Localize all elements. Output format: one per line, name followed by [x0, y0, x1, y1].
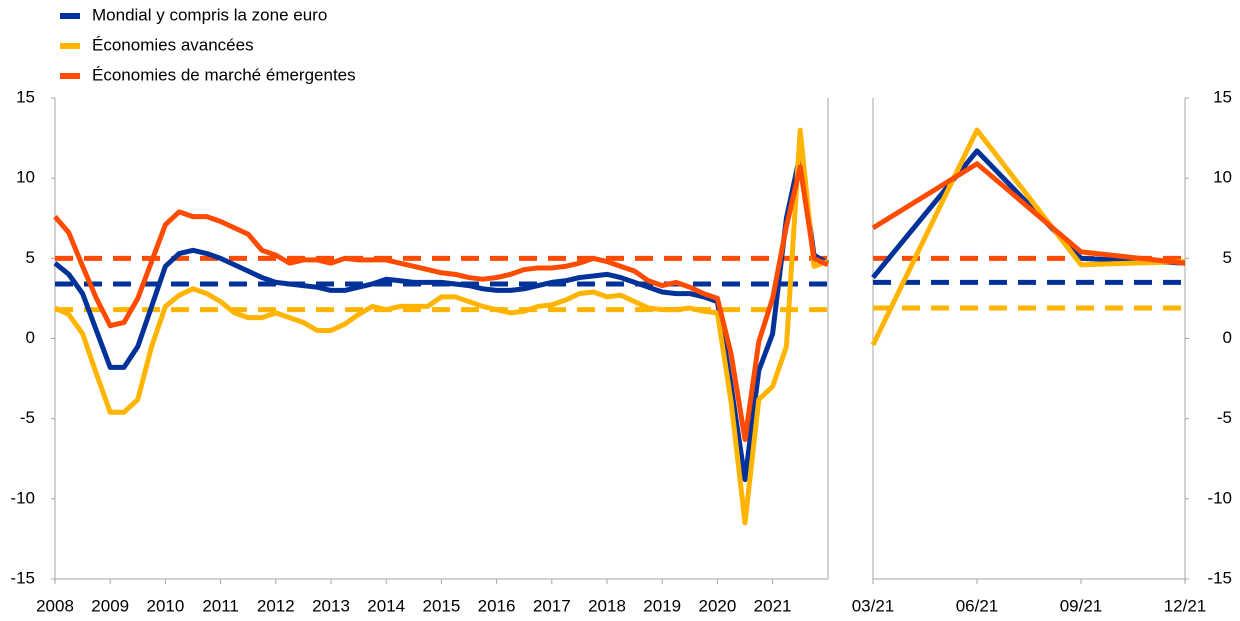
legend-label: Mondial y compris la zone euro: [92, 5, 327, 24]
y-tick-label: -10: [1207, 488, 1232, 507]
x-tick-label: 2011: [202, 596, 239, 615]
x-tick-label: 2020: [698, 596, 736, 615]
series-line: [871, 161, 1186, 266]
x-tick-label: 2021: [754, 596, 792, 615]
y-tick-label: 10: [16, 168, 35, 187]
y-tick-label: 5: [26, 248, 35, 267]
y-tick-label: 10: [1213, 168, 1232, 187]
y-tick-label: 15: [1213, 87, 1232, 106]
y-tick-label: -10: [10, 488, 35, 507]
y-tick-label: 0: [26, 328, 35, 347]
y-tick-label: -5: [1217, 408, 1232, 427]
x-tick-label: 2010: [146, 596, 184, 615]
series-line: [870, 127, 1186, 347]
series-line: [53, 127, 829, 526]
x-tick-label: 12/21: [1164, 596, 1207, 615]
y-tick-label: -15: [1207, 568, 1232, 587]
x-tick-label: 2012: [257, 596, 295, 615]
x-tick-label: 2017: [533, 596, 571, 615]
x-tick-label: 06/21: [956, 596, 999, 615]
y-tick-label: -15: [10, 568, 35, 587]
y-tick-label: 0: [1223, 328, 1232, 347]
legend-label: Économies de marché émergentes: [92, 65, 356, 84]
x-tick-label: 2018: [588, 596, 626, 615]
legend-label: Économies avancées: [92, 35, 254, 54]
x-tick-label: 2008: [36, 596, 74, 615]
x-tick-label: 2015: [422, 596, 460, 615]
x-tick-label: 2016: [478, 596, 516, 615]
x-tick-label: 2013: [312, 596, 350, 615]
x-tick-label: 2019: [643, 596, 681, 615]
x-tick-label: 09/21: [1060, 596, 1103, 615]
y-tick-label: 15: [16, 87, 35, 106]
series-line: [53, 164, 829, 443]
y-tick-label: -5: [20, 408, 35, 427]
x-tick-label: 2014: [367, 596, 405, 615]
y-tick-label: 5: [1223, 248, 1232, 267]
x-tick-label: 03/21: [852, 596, 895, 615]
series-line: [53, 151, 830, 483]
x-tick-label: 2009: [91, 596, 129, 615]
